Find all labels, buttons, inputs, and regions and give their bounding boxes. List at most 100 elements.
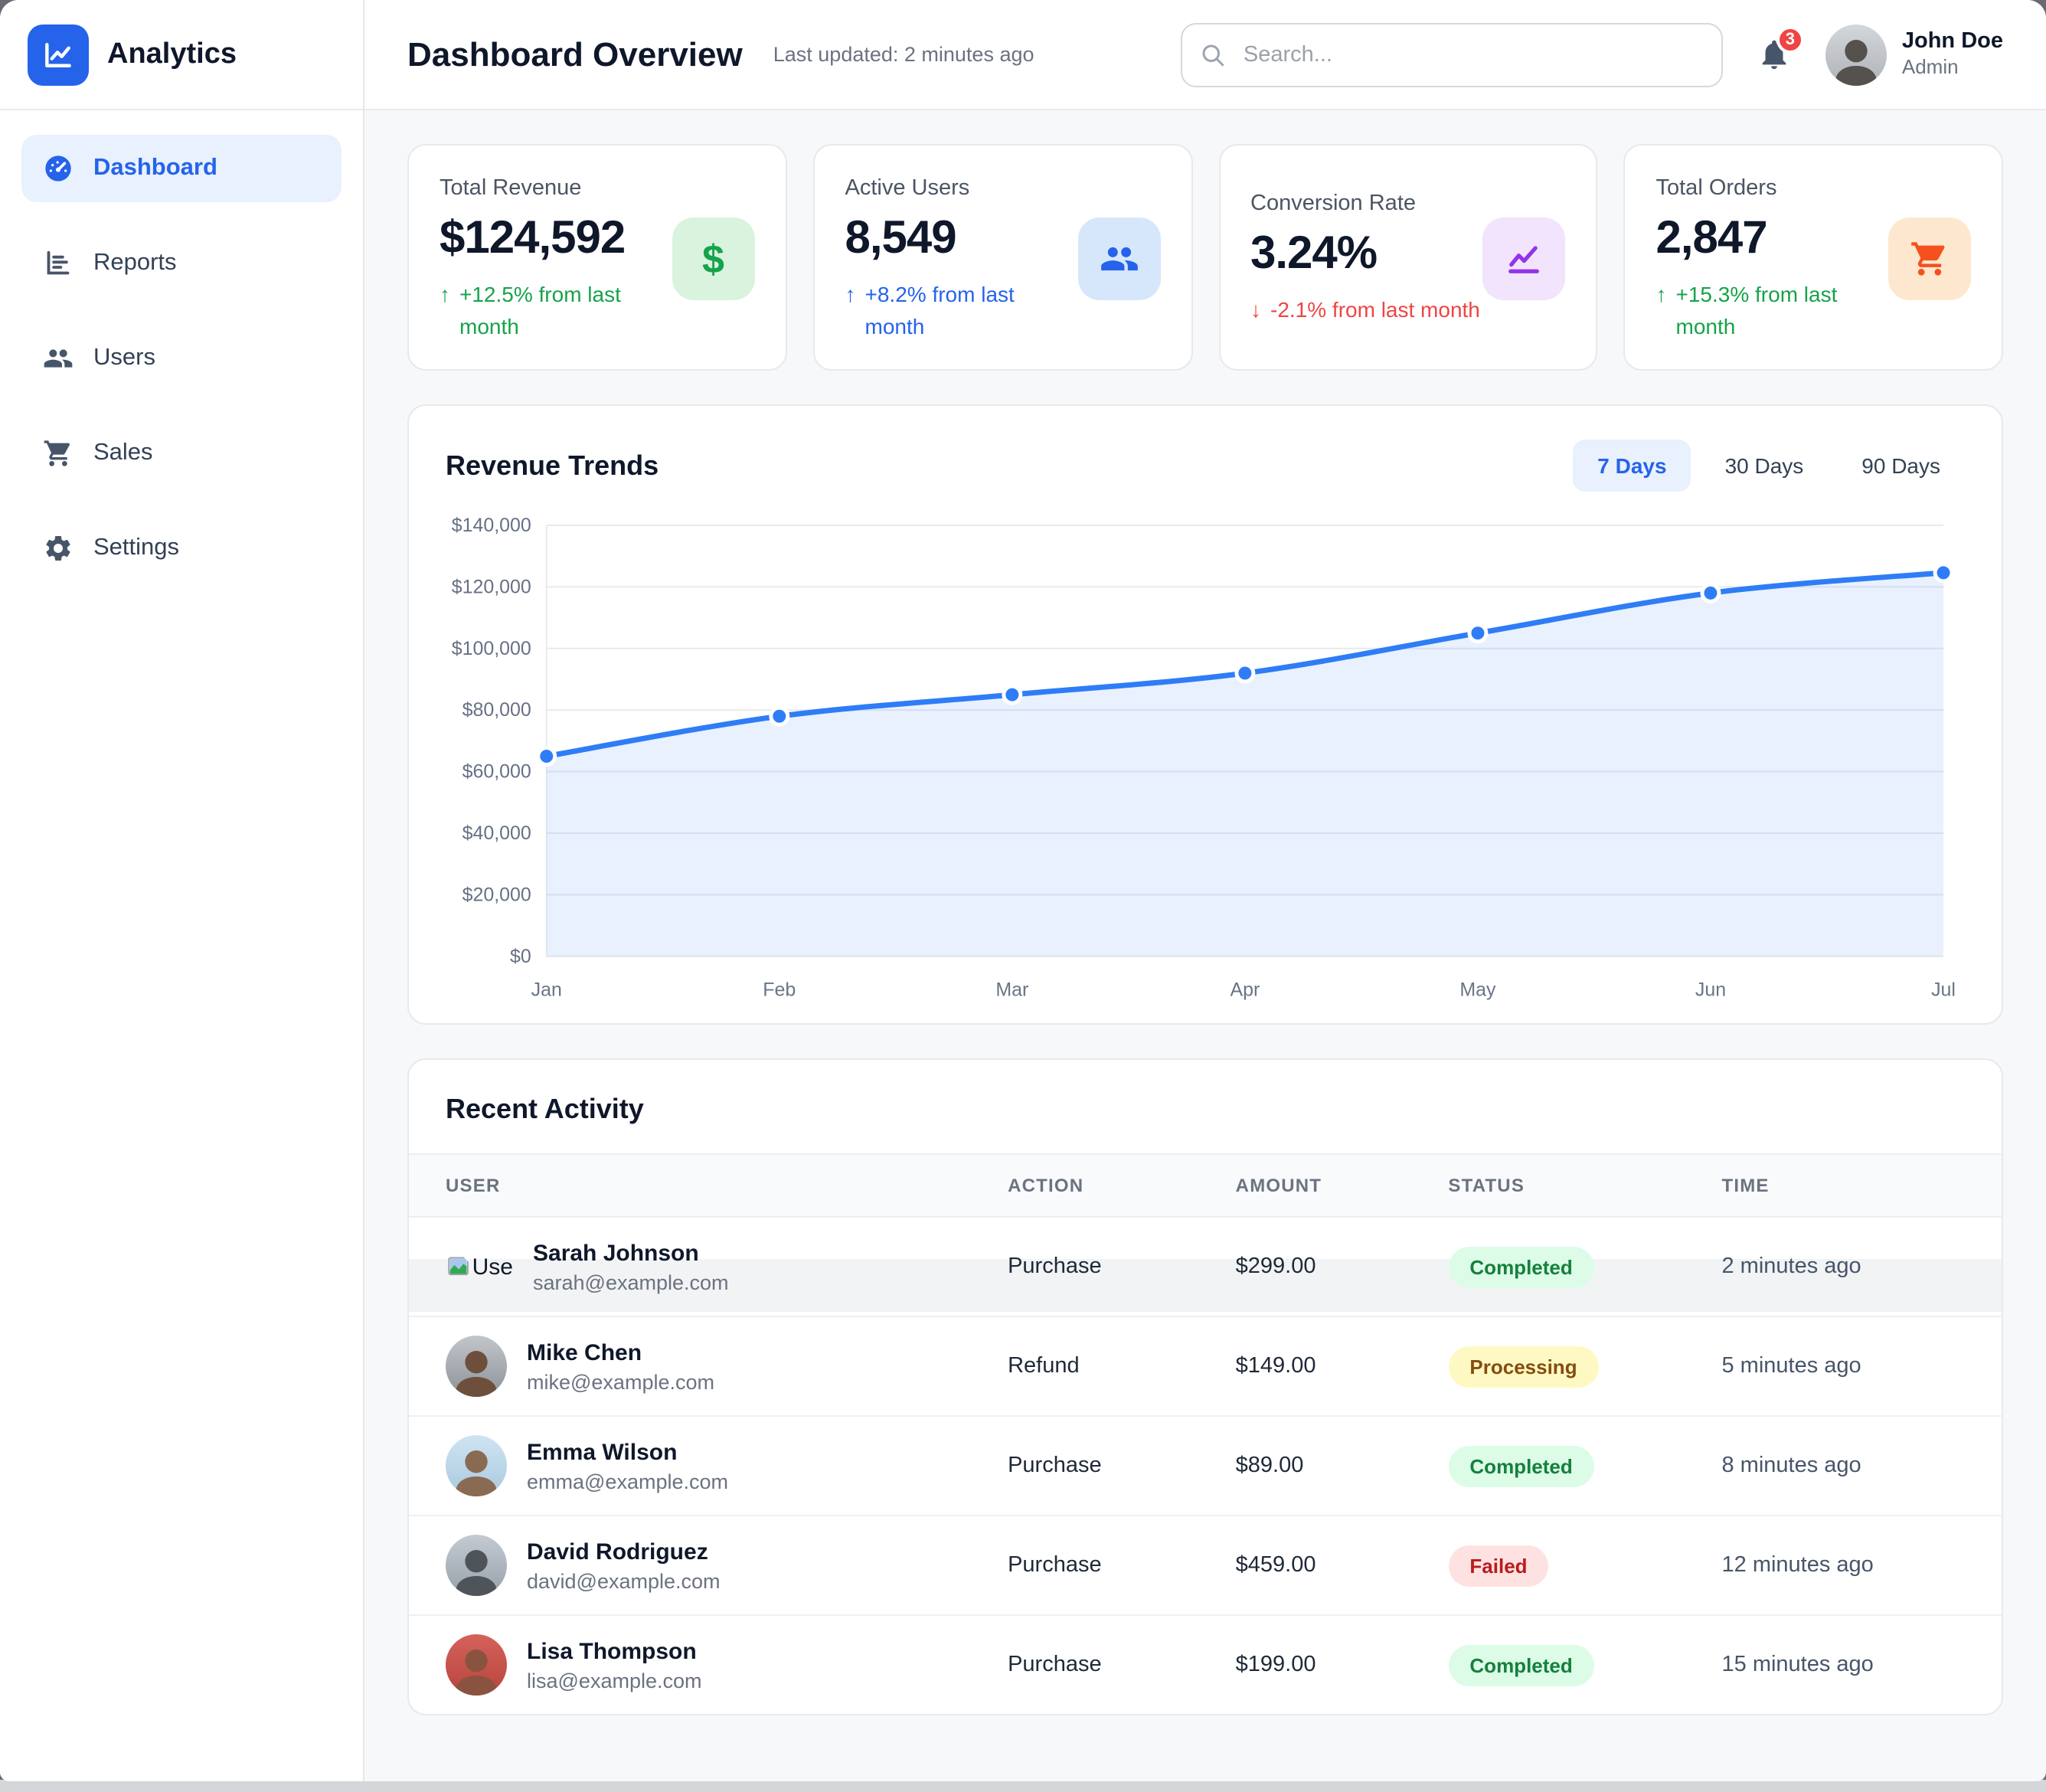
tab-7-days[interactable]: 7 Days [1573,440,1691,492]
tab-90-days[interactable]: 90 Days [1861,453,1940,478]
range-tabs: 7 Days 30 Days 90 Days [1573,440,1965,492]
stat-card: Conversion Rate 3.24% ↓ -2.1% from last m… [1218,144,1598,371]
user-name: Sarah Johnson [533,1240,699,1267]
stat-value: 2,847 [1655,213,1768,264]
user-email: david@example.com [527,1569,721,1593]
stat-label: Conversion Rate [1250,191,1416,217]
svg-text:$100,000: $100,000 [452,638,531,659]
notifications-button[interactable]: 3 [1757,26,1804,72]
table-row[interactable]: Emma Wilson emma@example.com Purchase $8… [409,1415,2002,1516]
stat-card: Total Orders 2,847 ↑ +15.3% from last mon… [1623,144,2003,371]
avatar [446,1435,507,1497]
stat-change: ↑ +8.2% from last month [845,279,1078,341]
broken-image-icon [446,1252,472,1283]
sidebar-item-label: Settings [93,535,180,561]
svg-text:Jul: Jul [1931,979,1956,1001]
svg-text:Mar: Mar [995,979,1028,1001]
search-box [1180,22,1723,87]
svg-text:$60,000: $60,000 [462,761,531,783]
trend-arrow-icon: ↑ [845,282,856,307]
gear-icon [43,533,74,564]
revenue-chart: $140,000 $120,000 $100,000 $80,000 $60,000 $4… [446,513,1965,1009]
col-amount: AMOUNT [1235,1175,1322,1197]
stat-change: ↑ +15.3% from last month [1656,279,1889,341]
stat-change: ↑ +12.5% from last month [440,279,672,341]
user-name: David Rodriguez [527,1539,708,1565]
app-logo [28,24,89,85]
svg-text:Jan: Jan [531,979,562,1001]
user-email: sarah@example.com [533,1270,729,1294]
activity-title: Recent Activity [446,1094,644,1125]
action-cell: Purchase [1008,1653,1102,1678]
svg-text:$20,000: $20,000 [462,884,531,905]
amount-cell: $299.00 [1235,1254,1316,1280]
content: Total Revenue $124,592 ↑ +12.5% from last… [364,110,2046,1781]
chart-title: Revenue Trends [446,450,659,480]
tab-30-days[interactable]: 30 Days [1724,453,1804,478]
trend-arrow-icon: ↓ [1250,297,1261,322]
main-area: Dashboard Overview Last updated: 2 minut… [364,0,2046,1781]
notification-badge: 3 [1776,26,1804,54]
top-header: Dashboard Overview Last updated: 2 minut… [364,0,2046,110]
svg-text:May: May [1459,979,1496,1001]
time-cell: 2 minutes ago [1721,1254,1861,1280]
sidebar-item-dashboard[interactable]: Dashboard [21,135,342,202]
col-user: USER [446,1175,501,1197]
svg-text:$120,000: $120,000 [452,576,531,597]
sidebar-item-reports[interactable]: Reports [21,230,342,297]
users-icon [1077,217,1160,300]
sidebar-item-users[interactable]: Users [21,325,342,392]
time-cell: 15 minutes ago [1721,1653,1874,1678]
col-status: STATUS [1448,1175,1525,1197]
amount-cell: $459.00 [1235,1553,1316,1578]
stats-row: Total Revenue $124,592 ↑ +12.5% from last… [407,144,2003,371]
table-row[interactable]: Lisa Thompson lisa@example.com Purchase … [409,1614,2002,1715]
svg-text:Jun: Jun [1695,979,1726,1001]
user-menu[interactable]: John Doe Admin [1825,24,2003,85]
last-updated-text: Last updated: 2 minutes ago [773,43,1034,66]
person-icon [1825,28,1887,85]
search-input[interactable] [1180,22,1723,87]
table-row[interactable]: Use Sarah Johnson sarah@example.com Purc… [409,1218,2002,1316]
page-title: Dashboard Overview [407,34,743,73]
action-cell: Purchase [1008,1454,1102,1479]
sidebar-item-label: Users [93,345,155,371]
svg-text:Apr: Apr [1230,979,1260,1001]
amount-cell: $199.00 [1235,1653,1316,1678]
person-icon [446,1540,507,1597]
svg-text:$0: $0 [510,946,531,967]
col-action: ACTION [1008,1175,1084,1197]
stat-value: 8,549 [845,213,957,264]
user-name: Emma Wilson [527,1439,678,1466]
header-actions: 3 John Doe Admin [1180,22,2003,87]
amount-cell: $89.00 [1235,1454,1304,1479]
stat-value: $124,592 [440,213,626,264]
trend-icon [1482,217,1566,300]
status-badge: Processing [1448,1346,1599,1388]
time-cell: 5 minutes ago [1721,1354,1861,1379]
table-row[interactable]: Mike Chen mike@example.com Refund $149.0… [409,1316,2002,1416]
status-badge: Completed [1448,1644,1594,1686]
svg-text:$80,000: $80,000 [462,699,531,721]
avatar [446,1535,507,1597]
sidebar-item-label: Reports [93,250,177,276]
svg-text:$40,000: $40,000 [462,822,531,844]
trend-arrow-icon: ↑ [1655,282,1667,307]
person-icon [446,1440,507,1497]
area-line-chart: $140,000 $120,000 $100,000 $80,000 $60,000 $4… [452,515,1956,1001]
stat-card: Active Users 8,549 ↑ +8.2% from last mont… [812,144,1192,371]
avatar [446,1634,507,1696]
table-row[interactable]: David Rodriguez david@example.com Purcha… [409,1515,2002,1615]
action-cell: Purchase [1008,1553,1102,1578]
search-icon [1199,41,1227,68]
recent-activity-card: Recent Activity USER ACTION AMOUNT STATU… [407,1058,2003,1716]
sidebar-item-sales[interactable]: Sales [21,420,342,487]
cart-icon [43,438,74,469]
svg-text:Feb: Feb [763,979,796,1001]
stat-label: Active Users [845,176,970,201]
sidebar-item-settings[interactable]: Settings [21,515,342,582]
avatar [446,1336,507,1398]
stat-value: 3.24% [1250,228,1378,280]
stat-label: Total Orders [1655,176,1777,201]
